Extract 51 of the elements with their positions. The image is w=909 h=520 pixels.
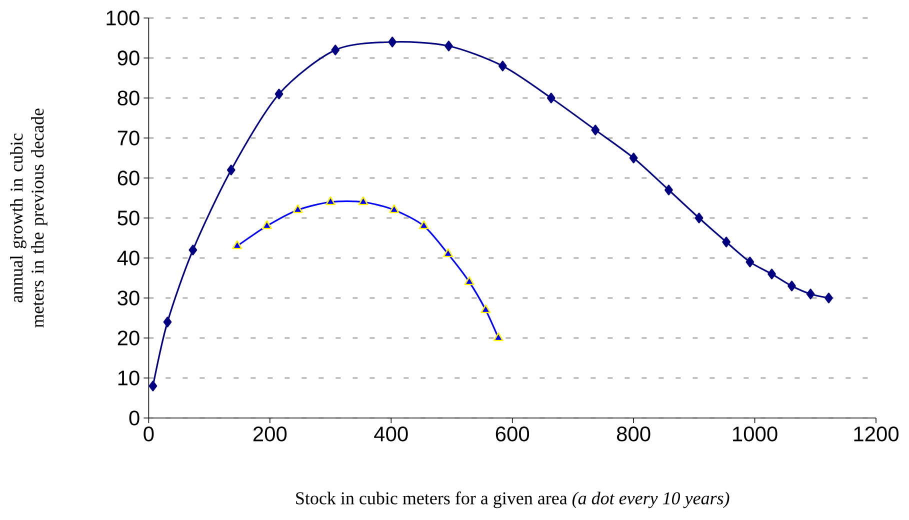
- point: [806, 288, 815, 300]
- point: [226, 164, 236, 176]
- point: [188, 244, 198, 256]
- point: [480, 304, 491, 314]
- x-tick-label: 200: [253, 426, 287, 442]
- y-tick-label: 20: [118, 330, 140, 346]
- point: [746, 256, 754, 268]
- y-tick-label: 90: [118, 50, 140, 66]
- x-tick-label: 1000: [733, 426, 778, 442]
- y-tick-label: 10: [118, 370, 140, 386]
- y-tick-label: 100: [106, 10, 140, 26]
- point: [591, 124, 600, 136]
- point: [358, 196, 368, 206]
- point: [824, 292, 833, 304]
- y-tick-label: 0: [129, 410, 140, 426]
- x-tick-label: 1200: [854, 426, 899, 442]
- point: [722, 236, 730, 248]
- point: [498, 60, 507, 72]
- x-axis-title: Stock in cubic meters for a given area (a dot every 10 years): [296, 492, 730, 508]
- y-tick-label: 80: [118, 90, 140, 106]
- point: [163, 316, 172, 328]
- point: [292, 204, 303, 214]
- point: [694, 212, 704, 224]
- point: [768, 268, 776, 280]
- point: [148, 380, 158, 392]
- y-tick-label: 70: [118, 130, 140, 146]
- y-tick-label: 60: [118, 170, 140, 186]
- point: [629, 152, 638, 164]
- x-tick-label: 600: [496, 426, 530, 442]
- point: [274, 88, 284, 100]
- point: [546, 92, 556, 104]
- point: [232, 240, 242, 250]
- point: [788, 280, 796, 292]
- y-axis-title: annual growth in cubic meters in the previous decade: [10, 108, 48, 328]
- x-tick-label: 0: [144, 426, 154, 442]
- point: [262, 220, 272, 230]
- point: [464, 276, 474, 286]
- point: [443, 248, 454, 258]
- y-tick-label: 50: [118, 210, 140, 226]
- y-tick-label: 30: [118, 290, 140, 306]
- point: [331, 44, 340, 56]
- point: [388, 36, 397, 48]
- point: [664, 184, 673, 196]
- x-tick-label: 800: [616, 426, 650, 442]
- point: [418, 220, 429, 230]
- point: [326, 196, 336, 206]
- point: [389, 204, 400, 214]
- y-tick-label: 40: [117, 250, 140, 266]
- x-tick-label: 400: [374, 426, 408, 442]
- point: [444, 40, 453, 52]
- point: [493, 332, 504, 342]
